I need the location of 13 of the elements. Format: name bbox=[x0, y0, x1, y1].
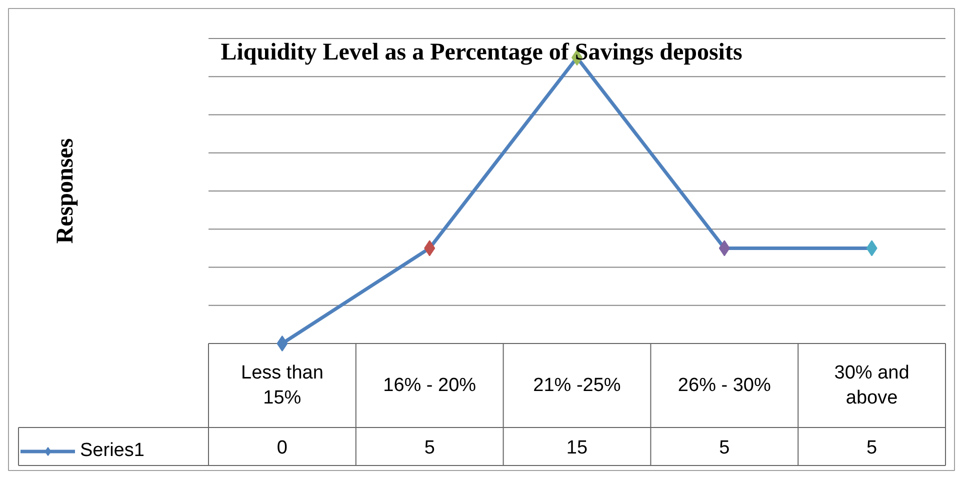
text: Responses bbox=[52, 138, 78, 244]
chart-title: Liquidity Level as a Percentage of Savings deposits bbox=[220, 40, 742, 66]
x-tick-label: 26% - 30% bbox=[678, 375, 771, 396]
legend-label: Series1 bbox=[80, 440, 144, 462]
x-tick-label: 30% and above bbox=[834, 362, 910, 409]
data-label: 15 bbox=[566, 438, 588, 458]
data-label: 5 bbox=[424, 438, 435, 458]
x-tick-label: 16% - 20% bbox=[383, 375, 476, 396]
x-tick-label: Less than 15% bbox=[241, 362, 324, 409]
x-tick-label: 21% -25% bbox=[533, 375, 621, 396]
data-label: 5 bbox=[719, 438, 730, 458]
data-label: 5 bbox=[866, 438, 878, 458]
data-label: 0 bbox=[276, 438, 288, 458]
